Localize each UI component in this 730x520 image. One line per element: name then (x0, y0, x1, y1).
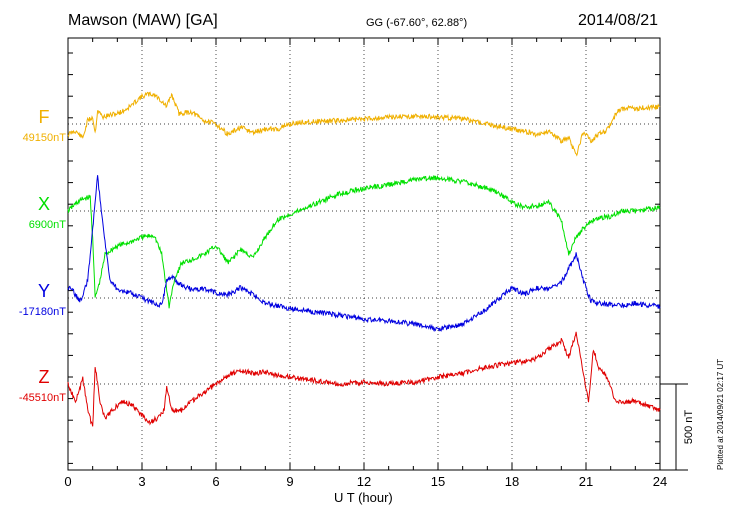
x-tick-label: 24 (653, 474, 667, 489)
series-baseline-x: 6900nT (29, 219, 67, 231)
series-name-z: Z (39, 367, 50, 387)
x-axis-label: U T (hour) (334, 490, 393, 505)
x-tick-label: 21 (579, 474, 593, 489)
station-title: Mawson (MAW) [GA] (68, 12, 218, 29)
scale-bar-label: 500 nT (683, 410, 695, 445)
series-baseline-z: -45510nT (19, 392, 66, 404)
series-line-x (67, 174, 661, 309)
series-baseline-f: 49150nT (23, 132, 67, 144)
date-label: 2014/08/21 (578, 12, 659, 29)
x-tick-label: 6 (212, 474, 219, 489)
x-tick-label: 12 (357, 474, 371, 489)
series-name-f: F (39, 107, 50, 127)
series-line-y (67, 175, 661, 332)
series-name-x: X (38, 194, 50, 214)
series-line-f (67, 91, 661, 157)
x-tick-label: 18 (505, 474, 519, 489)
x-tick-label: 9 (286, 474, 293, 489)
series-line-z (67, 331, 661, 427)
series-baseline-y: -17180nT (19, 306, 66, 318)
coordinates-label: GG (-67.60°, 62.88°) (366, 17, 468, 29)
x-tick-label: 3 (138, 474, 145, 489)
series-name-y: Y (38, 281, 50, 301)
x-tick-label: 15 (431, 474, 445, 489)
x-tick-label: 0 (64, 474, 71, 489)
